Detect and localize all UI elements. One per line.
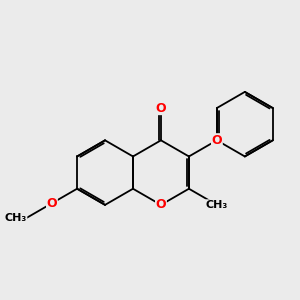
Text: O: O [212,134,222,147]
Text: CH₃: CH₃ [4,213,27,223]
Text: O: O [156,198,166,212]
Text: O: O [156,101,166,115]
Text: O: O [46,197,57,210]
Text: CH₃: CH₃ [206,200,228,210]
